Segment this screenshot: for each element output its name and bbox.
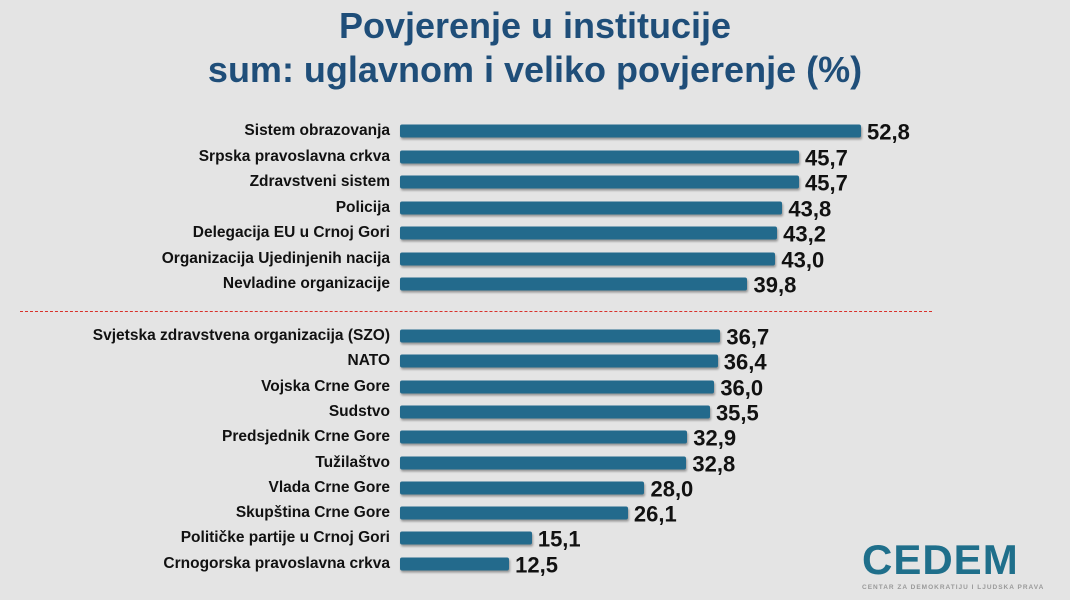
value-label: 12,5 (515, 551, 558, 577)
value-label: 45,7 (805, 170, 848, 196)
value-label: 43,2 (783, 221, 826, 247)
bar (400, 531, 532, 545)
bar (400, 150, 799, 163)
value-label: 28,0 (650, 476, 694, 502)
bar (400, 277, 748, 291)
category-label: Vojska Crne Gore (261, 377, 390, 395)
category-label: Srpska pravoslavna crkva (198, 147, 390, 165)
category-label: Vlada Crne Gore (268, 478, 390, 496)
bar (400, 380, 715, 394)
category-label: Delegacija EU u Crnoj Gori (192, 224, 390, 241)
bar (400, 430, 688, 444)
value-label: 43,8 (788, 195, 832, 221)
bar (400, 201, 783, 214)
value-label: 15,1 (537, 526, 581, 552)
category-label: Svjetska zdravstvena organizacija (SZO) (92, 327, 390, 344)
value-label: 52,8 (867, 119, 910, 145)
bar (400, 456, 687, 469)
logo-sub-text: CENTAR ZA DEMOKRATIJU I LJUDSKA PRAVA (862, 584, 1045, 591)
category-label: Skupština Crne Gore (235, 504, 390, 522)
category-label: NATO (347, 352, 390, 370)
bar (400, 557, 510, 571)
bar (400, 506, 628, 520)
category-label: Tužilaštvo (315, 453, 390, 471)
bar (400, 481, 645, 495)
value-label: 32,8 (692, 450, 736, 476)
value-label: 36,4 (723, 349, 767, 375)
chart-subtitle: sum: uglavnom i veliko povjerenje (%) (207, 49, 863, 90)
category-label: Sistem obrazovanja (244, 122, 390, 139)
category-label: Nevladine organizacije (222, 275, 390, 292)
bar (400, 354, 718, 368)
value-label: 36,7 (726, 324, 770, 350)
bar (400, 252, 776, 265)
category-label: Sudstvo (328, 402, 390, 420)
category-label: Policija (335, 198, 390, 216)
value-label: 32,9 (693, 425, 737, 451)
chart-title: Povjerenje u institucije (338, 5, 732, 46)
group-divider (20, 311, 932, 312)
value-label: 26,1 (633, 501, 677, 527)
value-label: 36,0 (720, 374, 764, 400)
category-label: Zdravstveni sistem (249, 173, 390, 190)
bar (400, 405, 710, 419)
value-label: 43,0 (781, 246, 825, 272)
bar (400, 226, 778, 240)
category-label: Crnogorska pravoslavna crkva (163, 554, 390, 572)
logo-main-text: CEDEM (862, 536, 1019, 583)
value-label: 35,5 (715, 400, 759, 426)
category-label: Organizacija Ujedinjenih nacija (161, 249, 390, 267)
cedem-logo: CEDEM CENTAR ZA DEMOKRATIJU I LJUDSKA PR… (862, 536, 1052, 592)
value-label: 39,8 (753, 272, 797, 298)
bar (400, 124, 861, 138)
bar (400, 329, 721, 343)
bar (400, 175, 799, 189)
category-label: Predsjednik Crne Gore (222, 428, 390, 446)
value-label: 45,7 (805, 144, 848, 170)
category-label: Političke partije u Crnoj Gori (180, 529, 390, 547)
